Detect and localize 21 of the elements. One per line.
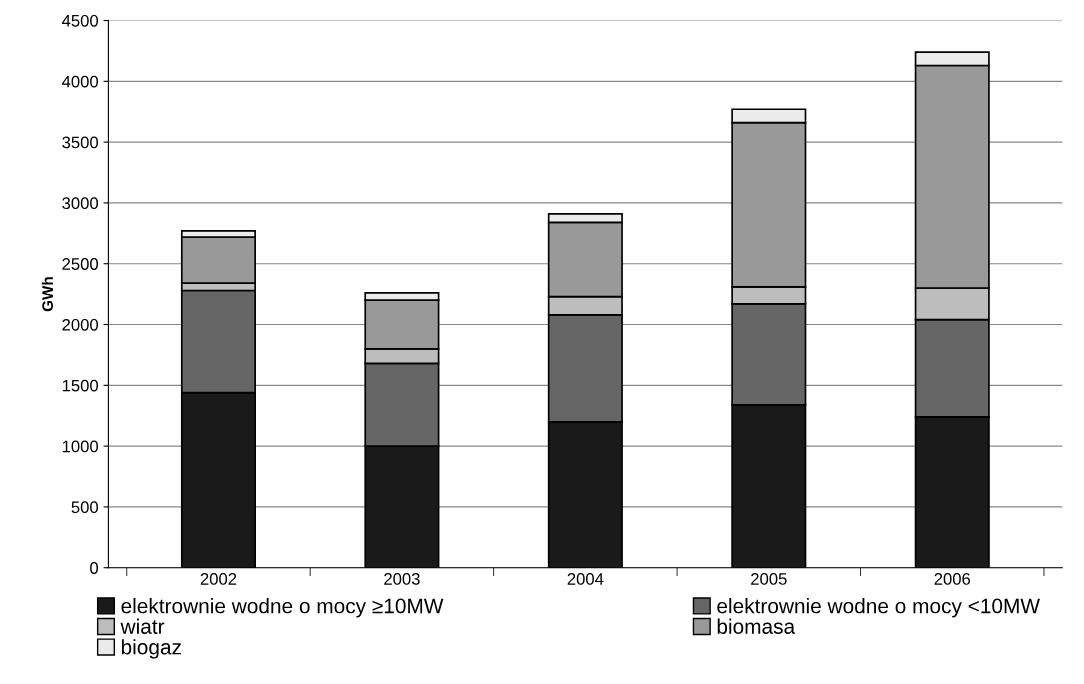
y-tick-label: 4000 <box>61 75 99 88</box>
y-tick-label: 3500 <box>62 136 99 149</box>
y-tick-label: 2000 <box>62 318 99 331</box>
y-tick-label: 4500 <box>61 14 99 27</box>
x-tick-label: 2006 <box>934 573 971 585</box>
y-axis-title: GWh <box>41 277 54 312</box>
y-tick-label: 0 <box>90 562 99 574</box>
y-tick-label: 1500 <box>62 379 99 392</box>
legend-label: biomasa <box>717 618 796 634</box>
legend-label: elektrownie wodne o mocy ≥10MW <box>121 598 444 618</box>
x-tick-label: 2005 <box>751 573 787 585</box>
legend-label: wiatr <box>120 618 165 634</box>
legend-label: elektrownie wodne o mocy <10MW <box>717 598 1040 618</box>
x-tick-label: 2004 <box>567 573 604 585</box>
legend-label: biogaz <box>121 639 181 659</box>
y-tick-label: 1000 <box>62 440 99 453</box>
x-tick-label: 2003 <box>384 573 420 585</box>
y-tick-label: 2500 <box>62 258 99 270</box>
y-tick-label: 500 <box>71 501 99 514</box>
y-tick-label: 3000 <box>62 197 99 210</box>
x-tick-label: 2002 <box>200 573 237 585</box>
